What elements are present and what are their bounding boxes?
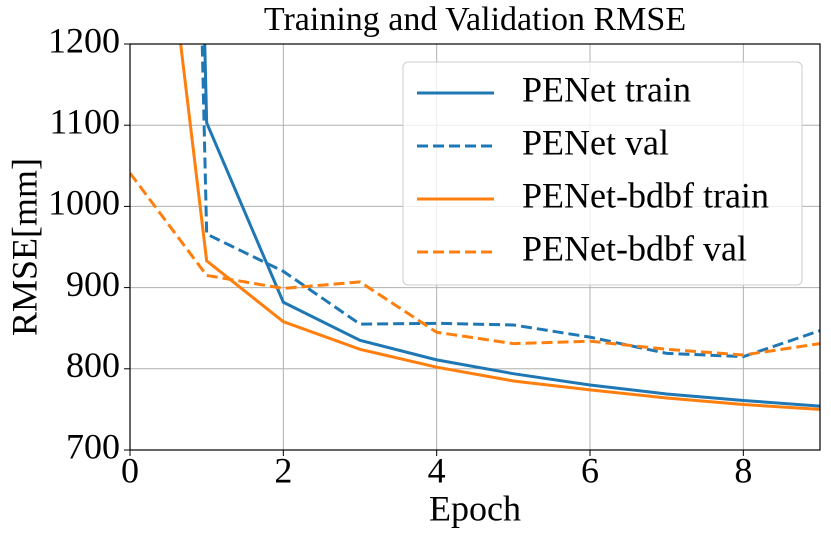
y-tick-label: 1200 [48, 20, 120, 60]
legend-label: PENet-bdbf train [522, 175, 769, 215]
y-tick-label: 800 [66, 345, 120, 385]
y-tick-label: 900 [66, 264, 120, 304]
x-axis-label: Epoch [429, 488, 521, 528]
y-axis-label: RMSE[mm] [4, 158, 44, 336]
y-tick-label: 1100 [49, 101, 120, 141]
y-tick-label: 1000 [48, 183, 120, 223]
series-line [179, 44, 820, 411]
plot-frame [129, 43, 821, 451]
x-tick-label: 0 [121, 450, 139, 490]
chart-title: Training and Validation RMSE [264, 1, 686, 38]
x-tick-label: 2 [274, 450, 292, 490]
plot-lines [130, 44, 820, 411]
series-line [200, 44, 820, 359]
y-tick-label: 700 [66, 426, 120, 466]
legend-box [402, 61, 803, 286]
legend-label: PENet train [522, 69, 691, 109]
x-tick-label: 8 [734, 450, 752, 490]
x-tick-label: 4 [428, 450, 446, 490]
legend-label: PENet-bdbf val [522, 228, 747, 268]
legend-label: PENet val [522, 122, 669, 162]
series-line [203, 44, 820, 408]
series-line [130, 172, 820, 357]
x-tick-label: 6 [581, 450, 599, 490]
